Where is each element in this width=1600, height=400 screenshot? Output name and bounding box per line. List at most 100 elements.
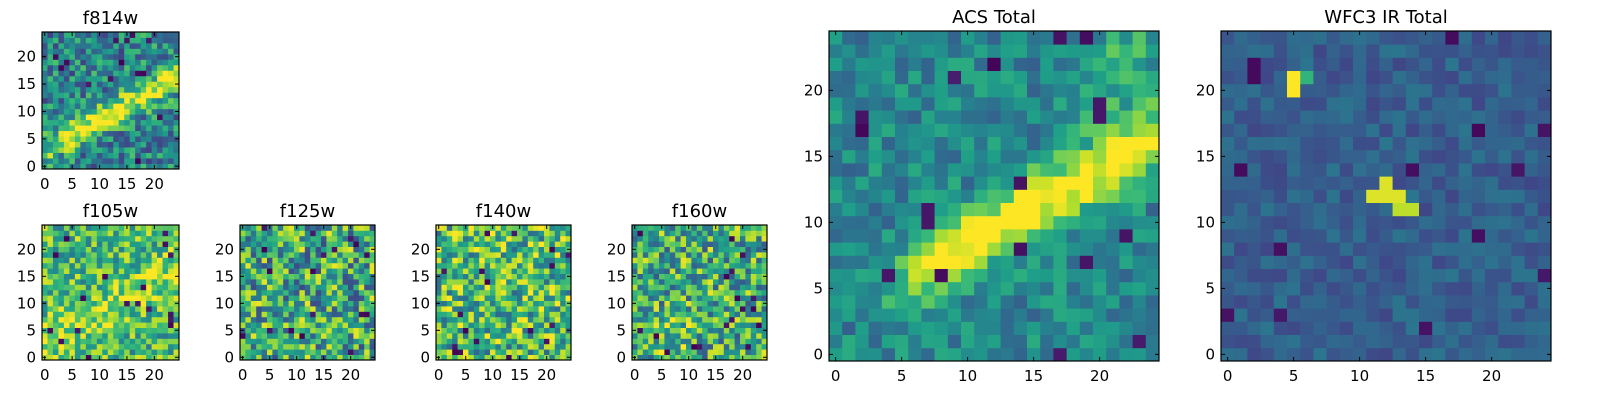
heatmap-cell bbox=[538, 349, 545, 355]
heatmap-cell bbox=[506, 279, 512, 285]
heatmap-cell bbox=[129, 327, 136, 334]
heatmap-cell bbox=[1498, 202, 1512, 217]
heatmap-cell bbox=[729, 273, 735, 280]
heatmap-cell bbox=[868, 57, 883, 71]
heatmap-cell bbox=[468, 235, 475, 242]
heatmap-cell bbox=[52, 86, 59, 93]
heatmap-cell bbox=[452, 343, 458, 350]
heatmap-cell bbox=[267, 316, 273, 323]
heatmap-cell bbox=[881, 347, 896, 362]
heatmap-cell bbox=[294, 311, 300, 318]
heatmap-cell bbox=[934, 149, 949, 164]
heatmap-cell bbox=[961, 229, 975, 243]
heatmap-cell bbox=[1392, 255, 1407, 269]
heatmap-cell bbox=[261, 333, 268, 339]
heatmap-cell bbox=[85, 235, 92, 242]
heatmap-cell bbox=[250, 333, 257, 339]
heatmap-cell bbox=[331, 311, 338, 318]
heatmap-cell bbox=[479, 311, 485, 318]
heatmap-cell bbox=[331, 333, 338, 339]
heatmap-cell bbox=[342, 268, 349, 274]
heatmap-cell bbox=[707, 354, 714, 361]
heatmap-cell bbox=[446, 338, 453, 345]
heatmap-cell bbox=[1313, 308, 1327, 322]
heatmap-cell bbox=[653, 241, 660, 247]
heatmap-cell bbox=[756, 273, 762, 280]
heatmap-cell bbox=[157, 306, 163, 312]
heatmap-cell bbox=[42, 262, 48, 269]
heatmap-cell bbox=[299, 279, 306, 285]
heatmap-cell bbox=[675, 333, 681, 339]
heatmap-cell bbox=[135, 147, 142, 153]
heatmap-cell bbox=[653, 311, 660, 318]
heatmap-cell bbox=[146, 152, 152, 159]
heatmap-cell bbox=[675, 262, 681, 269]
heatmap-cell bbox=[157, 152, 163, 159]
heatmap-cell bbox=[436, 235, 442, 242]
heatmap-cell bbox=[96, 103, 103, 110]
heatmap-cell bbox=[718, 289, 725, 296]
heatmap-cell bbox=[74, 37, 81, 44]
heatmap-cell bbox=[113, 252, 120, 258]
heatmap-cell bbox=[162, 103, 169, 110]
heatmap-cell bbox=[168, 235, 174, 242]
heatmap-cell bbox=[135, 333, 142, 339]
heatmap-cell bbox=[129, 333, 136, 339]
heatmap-cell bbox=[446, 327, 453, 334]
heatmap-cell bbox=[691, 316, 698, 323]
heatmap-cell bbox=[245, 306, 252, 312]
heatmap-cell bbox=[299, 316, 306, 323]
heatmap-cell bbox=[118, 125, 125, 132]
heatmap-cell bbox=[283, 327, 289, 334]
heatmap-cell bbox=[718, 225, 725, 231]
heatmap-cell bbox=[1234, 255, 1248, 269]
heatmap-cell bbox=[1273, 347, 1288, 362]
heatmap-cell bbox=[42, 252, 48, 258]
heatmap-cell bbox=[691, 284, 698, 291]
heatmap-cell bbox=[272, 252, 279, 258]
heatmap-cell bbox=[974, 83, 988, 98]
heatmap-cell bbox=[511, 338, 518, 345]
heatmap-cell bbox=[1040, 136, 1054, 151]
heatmap-cell bbox=[124, 262, 131, 269]
heatmap-cell bbox=[135, 316, 142, 323]
heatmap-cell bbox=[1145, 189, 1160, 203]
heatmap-cell bbox=[107, 119, 114, 126]
heatmap-cell bbox=[74, 119, 81, 126]
heatmap-cell bbox=[495, 333, 502, 339]
x-tick-label: 10 bbox=[483, 366, 502, 384]
heatmap-cell bbox=[974, 57, 988, 71]
heatmap-cell bbox=[337, 322, 343, 328]
heatmap-cell bbox=[479, 333, 485, 339]
x-tick-label: 20 bbox=[733, 366, 752, 384]
heatmap-cell bbox=[348, 333, 354, 339]
heatmap-cell bbox=[1313, 149, 1327, 164]
heatmap-cell bbox=[544, 300, 550, 307]
heatmap-cell bbox=[659, 257, 665, 264]
heatmap-cell bbox=[129, 147, 136, 153]
heatmap-cell bbox=[987, 215, 1001, 230]
heatmap-cell bbox=[69, 279, 76, 285]
heatmap-cell bbox=[52, 327, 59, 334]
heatmap-cell bbox=[527, 273, 534, 280]
heatmap-cell bbox=[331, 235, 338, 242]
heatmap-cell bbox=[1040, 229, 1054, 243]
heatmap-cell bbox=[52, 48, 59, 55]
heatmap-cell bbox=[151, 322, 158, 328]
heatmap-cell bbox=[1511, 295, 1525, 309]
heatmap-cell bbox=[69, 119, 76, 126]
heatmap-cell bbox=[1379, 189, 1393, 203]
heatmap-cell bbox=[310, 300, 316, 307]
heatmap-cell bbox=[74, 273, 81, 280]
heatmap-cell bbox=[69, 343, 76, 350]
y-tick-label: 10 bbox=[1196, 213, 1215, 231]
heatmap-cell bbox=[118, 53, 125, 60]
heatmap-cell bbox=[342, 273, 349, 280]
heatmap-cell bbox=[500, 273, 507, 280]
heatmap-cell bbox=[135, 48, 142, 55]
heatmap-cell bbox=[484, 225, 491, 231]
heatmap-cell bbox=[756, 257, 762, 264]
heatmap-cell bbox=[1079, 215, 1094, 230]
